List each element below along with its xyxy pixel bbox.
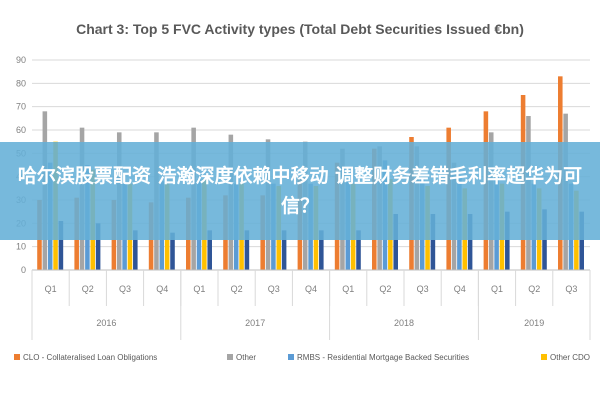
y-tick-label: 60 <box>16 125 26 135</box>
bar <box>467 214 473 270</box>
overlay-banner: 哈尔滨股票配资 浩瀚深度依赖中移动 调整财务差错毛利率超华为可信？ <box>0 142 600 240</box>
x-group-label: 2019 <box>524 318 544 328</box>
bar <box>356 230 361 270</box>
bar <box>244 230 250 270</box>
x-tick-label: Q4 <box>454 284 466 294</box>
bar <box>207 230 212 270</box>
bar <box>505 211 510 270</box>
x-tick-label: Q1 <box>193 284 205 294</box>
x-group-label: 2017 <box>245 318 265 328</box>
y-tick-label: 80 <box>16 78 26 88</box>
x-tick-label: Q4 <box>305 284 317 294</box>
bar <box>95 223 101 270</box>
x-tick-label: Q2 <box>231 284 243 294</box>
y-tick-label: 0 <box>21 265 26 275</box>
x-tick-label: Q3 <box>417 284 429 294</box>
bar <box>170 232 175 270</box>
bar <box>281 230 287 270</box>
bar <box>393 214 398 270</box>
legend: CLO - Collateralised Loan Obligations Oth… <box>14 353 590 362</box>
legend-swatch <box>288 354 294 360</box>
legend-label: Other <box>236 353 256 362</box>
bar <box>579 211 584 270</box>
legend-label: Other CDO <box>550 353 590 362</box>
x-group-label: 2016 <box>96 318 116 328</box>
x-tick-label: Q1 <box>342 284 354 294</box>
legend-label: CLO - Collateralised Loan Obligations <box>23 353 157 362</box>
legend-label: RMBS - Residential Mortgage Backed Secur… <box>297 353 469 362</box>
y-tick-label: 10 <box>16 242 26 252</box>
x-tick-label: Q3 <box>119 284 131 294</box>
legend-swatch <box>227 354 233 360</box>
legend-swatch <box>14 354 20 360</box>
x-tick-label: Q3 <box>268 284 280 294</box>
bar <box>430 214 436 270</box>
x-tick-label: Q3 <box>565 284 577 294</box>
x-tick-label: Q4 <box>156 284 168 294</box>
x-tick-label: Q1 <box>45 284 57 294</box>
legend-swatch <box>541 354 547 360</box>
x-tick-label: Q2 <box>82 284 94 294</box>
y-tick-label: 70 <box>16 102 26 112</box>
x-tick-label: Q2 <box>379 284 391 294</box>
bar <box>133 230 138 270</box>
bar <box>58 221 64 270</box>
y-tick-label: 90 <box>16 55 26 65</box>
chart-title: Chart 3: Top 5 FVC Activity types (Total… <box>76 21 524 37</box>
bar <box>319 230 324 270</box>
x-tick-label: Q2 <box>528 284 540 294</box>
x-group-label: 2018 <box>394 318 414 328</box>
overlay-headline: 哈尔滨股票配资 浩瀚深度依赖中移动 调整财务差错毛利率超华为可信？ <box>17 165 583 217</box>
x-tick-label: Q1 <box>491 284 503 294</box>
